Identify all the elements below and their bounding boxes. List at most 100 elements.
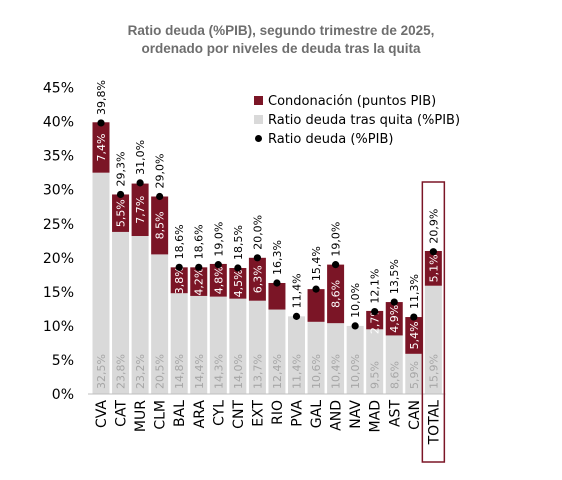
- category-label: EXT: [250, 400, 266, 427]
- ratio-label: 15,4%: [310, 246, 323, 281]
- bar-label-condonacion: 5,5%: [115, 199, 128, 227]
- category-label: PVA: [290, 400, 306, 427]
- ratio-label: 10,0%: [349, 283, 362, 318]
- ratio-marker: [273, 279, 281, 287]
- bar-label-tras-quita: 10,6%: [310, 354, 323, 389]
- legend-label-tras-quita: Ratio deuda tras quita (%PIB): [268, 113, 460, 128]
- bar-label-tras-quita: 14,3%: [212, 354, 225, 389]
- y-tick-label: 20%: [43, 251, 74, 267]
- ratio-label: 29,3%: [115, 152, 128, 187]
- bar-label-tras-quita: 10,0%: [349, 354, 362, 389]
- category-label: CLM: [153, 400, 169, 430]
- bar-condonacion: [112, 194, 130, 232]
- category-label: MUR: [133, 400, 149, 432]
- bar-deuda-tras-quita: [424, 285, 442, 394]
- bar-condonacion: [248, 257, 266, 301]
- bar-label-tras-quita: 14,0%: [232, 354, 245, 389]
- category-label: MAD: [368, 400, 384, 432]
- category-label: CVA: [94, 400, 110, 428]
- ratio-marker: [156, 192, 164, 201]
- ratio-label: 11,3%: [408, 274, 421, 309]
- category-label: NAV: [348, 400, 364, 429]
- ratio-marker: [312, 285, 320, 293]
- total-highlight-box: [421, 181, 446, 463]
- bar-label-condonacion: 4,2%: [193, 268, 206, 296]
- ratio-label: 11,4%: [291, 273, 304, 308]
- bar-label-condonacion: 6,3%: [251, 265, 264, 293]
- bar-condonacion: [327, 264, 345, 324]
- category-label: GAL: [309, 400, 325, 428]
- bar-label-tras-quita: 12,4%: [271, 354, 284, 389]
- legend-marker-ratio: [255, 135, 262, 142]
- bar-label-tras-quita: 20,5%: [154, 354, 167, 389]
- bar-deuda-tras-quita: [366, 329, 384, 394]
- bar-deuda-tras-quita: [288, 316, 305, 394]
- ratio-marker: [175, 263, 183, 271]
- y-tick-label: 45%: [43, 81, 74, 97]
- ratio-marker: [253, 254, 261, 262]
- chart-title-block: Ratio deuda (%PIB), segundo trimestre de…: [0, 22, 562, 58]
- ratio-marker: [390, 298, 398, 306]
- ratio-marker: [292, 312, 301, 320]
- bar-label-tras-quita: 10,4%: [330, 354, 343, 389]
- ratio-label: 20,0%: [251, 215, 264, 250]
- ratio-label: 12,1%: [369, 269, 382, 304]
- ratio-label: 18,6%: [173, 224, 186, 259]
- ratio-marker: [332, 261, 340, 269]
- bar-deuda-tras-quita: [151, 254, 169, 394]
- y-tick-label: 25%: [43, 217, 74, 233]
- ratio-marker: [214, 261, 222, 269]
- bar-deuda-tras-quita: [307, 321, 325, 394]
- bar-deuda-tras-quita: [327, 323, 345, 394]
- bar-condonacion: [405, 317, 423, 354]
- bar-condonacion: [92, 122, 110, 173]
- category-label: CAT: [114, 400, 130, 427]
- bar-condonacion: [385, 302, 403, 336]
- bar-condonacion: [170, 267, 188, 294]
- bar-label-condonacion: 8,5%: [154, 211, 167, 239]
- bar-label-tras-quita: 14,4%: [193, 354, 206, 389]
- bar-deuda-tras-quita: [170, 293, 188, 394]
- legend-swatch-condonacion: [254, 96, 263, 105]
- category-label: ARA: [192, 400, 208, 429]
- bar-deuda-tras-quita: [229, 298, 247, 394]
- bar-deuda-tras-quita: [405, 353, 423, 394]
- ratio-label: 19,0%: [212, 222, 225, 257]
- bar-condonacion: [190, 267, 208, 296]
- bar-label-condonacion: 4,5%: [232, 269, 245, 297]
- bar-condonacion: [151, 196, 169, 255]
- ratio-label: 18,6%: [193, 224, 206, 259]
- ratio-marker: [97, 119, 105, 127]
- legend-swatch-tras-quita: [254, 115, 263, 124]
- bar-label-condonacion: 7,4%: [95, 134, 108, 162]
- bar-label-condonacion: 8,6%: [330, 280, 343, 308]
- ratio-label: 31,0%: [134, 140, 147, 175]
- bar-condonacion: [424, 250, 442, 286]
- ratio-marker: [116, 190, 125, 199]
- y-tick-label: 10%: [43, 319, 74, 335]
- category-label: BAL: [172, 400, 188, 427]
- category-label: CNT: [231, 400, 247, 429]
- bar-label-condonacion: 3,8%: [173, 266, 186, 294]
- category-label: AST: [387, 400, 403, 427]
- ratio-marker: [195, 263, 203, 271]
- bar-deuda-tras-quita: [268, 309, 286, 394]
- bar-label-tras-quita: 9,5%: [369, 361, 382, 389]
- bar-label-tras-quita: 14,8%: [173, 354, 186, 389]
- ratio-label: 18,5%: [232, 225, 245, 260]
- bar-label-tras-quita: 32,5%: [95, 354, 108, 389]
- bar-condonacion: [268, 282, 286, 310]
- bar-label-tras-quita: 23,8%: [115, 354, 128, 389]
- ratio-label: 19,0%: [330, 222, 343, 257]
- ratio-marker: [410, 313, 418, 321]
- bar-label-condonacion: 5,1%: [427, 254, 440, 282]
- y-tick-label: 40%: [43, 115, 74, 131]
- bar-condonacion: [366, 310, 384, 330]
- ratio-marker: [351, 322, 359, 330]
- ratio-marker: [234, 264, 242, 272]
- bar-label-tras-quita: 15,9%: [427, 354, 440, 389]
- ratio-marker: [371, 307, 379, 316]
- bar-condonacion: [131, 183, 149, 237]
- ratio-label: 16,3%: [271, 240, 284, 275]
